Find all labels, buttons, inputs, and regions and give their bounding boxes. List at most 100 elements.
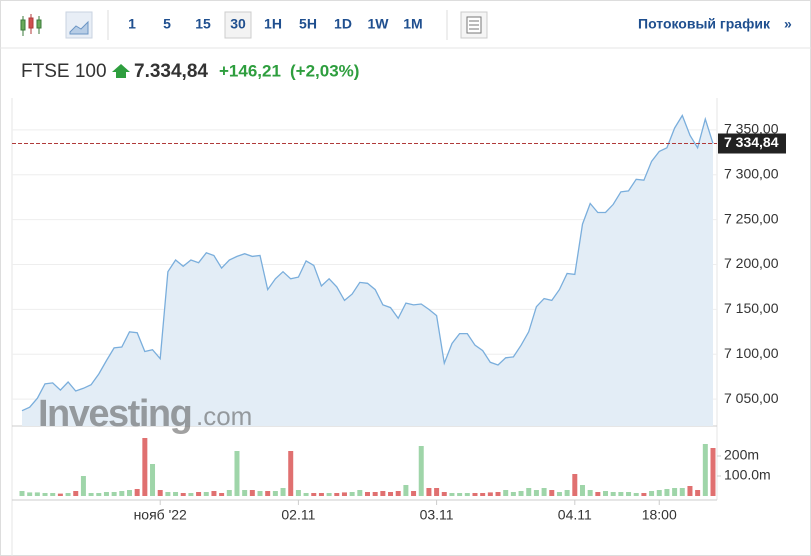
- volume-bar: [579, 485, 585, 496]
- volume-bar: [395, 491, 401, 496]
- interval-button[interactable]: 5H: [299, 16, 317, 32]
- volume-bar: [695, 490, 701, 496]
- interval-button[interactable]: 5: [163, 16, 171, 32]
- volume-bar: [457, 493, 463, 496]
- volume-bar: [150, 464, 156, 496]
- volume-bar: [434, 488, 440, 496]
- volume-bar: [188, 493, 194, 496]
- x-tick-label: 04.11: [558, 507, 592, 523]
- volume-bar: [119, 491, 125, 496]
- volume-tick-label: 100.0m: [724, 467, 771, 483]
- volume-bar: [418, 446, 424, 496]
- last-price-label: 7 334,84: [724, 134, 779, 150]
- y-tick-label: 7 350,00: [724, 121, 779, 137]
- interval-button[interactable]: 1D: [334, 16, 352, 32]
- up-arrow: [112, 64, 130, 78]
- volume-bar: [126, 490, 132, 496]
- volume-bar: [649, 491, 655, 496]
- volume-bar: [710, 448, 716, 496]
- stream-arrow[interactable]: »: [784, 16, 792, 32]
- volume-bar: [626, 492, 632, 496]
- quote-price: 7.334,84: [134, 61, 208, 82]
- volume-bar: [426, 488, 432, 496]
- y-tick-label: 7 250,00: [724, 210, 779, 226]
- volume-bar: [80, 476, 86, 496]
- interval-button[interactable]: 30: [230, 16, 246, 32]
- volume-bar: [656, 490, 662, 496]
- quote-name: FTSE 100: [21, 61, 107, 82]
- watermark-brand: Investing: [38, 393, 191, 435]
- interval-button[interactable]: 1M: [403, 16, 422, 32]
- volume-bar: [96, 493, 102, 496]
- volume-bar: [311, 493, 317, 496]
- volume-bar: [518, 491, 524, 496]
- volume-bar: [441, 492, 447, 496]
- y-tick-label: 7 150,00: [724, 300, 779, 316]
- volume-bar: [249, 490, 255, 496]
- volume-bar: [349, 492, 355, 496]
- x-tick-label: 02.11: [281, 507, 315, 523]
- area-fill: [22, 115, 713, 426]
- volume-bar: [265, 491, 271, 496]
- volume-bar: [180, 493, 186, 496]
- watermark-suffix: .com: [196, 401, 252, 431]
- volume-bar: [334, 493, 340, 496]
- volume-bar: [165, 492, 171, 496]
- volume-bar: [318, 493, 324, 496]
- quote-change: +146,21: [219, 61, 281, 80]
- interval-button[interactable]: 1H: [264, 16, 282, 32]
- candle-icon[interactable]: [20, 14, 42, 36]
- volume-bar: [618, 492, 624, 496]
- interval-button[interactable]: 15: [195, 16, 211, 32]
- volume-bar: [142, 438, 148, 496]
- volume-bar: [272, 491, 278, 496]
- volume-bar: [679, 488, 685, 496]
- volume-bar: [34, 492, 40, 496]
- x-tick-label: 18:00: [642, 507, 677, 523]
- volume-bar: [449, 493, 455, 496]
- volume-bar: [203, 492, 209, 496]
- volume-bar: [510, 492, 516, 496]
- interval-button[interactable]: 1W: [368, 16, 390, 32]
- volume-bar: [50, 493, 56, 496]
- volume-bar: [702, 444, 708, 496]
- interval-button[interactable]: 1: [128, 16, 136, 32]
- volume-bar: [242, 490, 248, 496]
- volume-bar: [42, 493, 48, 496]
- volume-bar: [73, 491, 79, 496]
- volume-bar: [57, 493, 63, 496]
- volume-bar: [572, 474, 578, 496]
- volume-bar: [526, 488, 532, 496]
- volume-bar: [88, 493, 94, 496]
- volume-bar: [226, 490, 232, 496]
- volume-bar: [280, 488, 286, 496]
- volume-bar: [157, 490, 163, 496]
- last-price-box: [718, 133, 786, 154]
- volume-bar: [687, 486, 693, 496]
- volume-bar: [411, 491, 417, 496]
- volume-bar: [303, 493, 309, 496]
- stream-link[interactable]: Потоковый график: [638, 16, 771, 32]
- y-tick-label: 7 100,00: [724, 345, 779, 361]
- volume-bar: [380, 491, 386, 496]
- volume-bar: [564, 490, 570, 496]
- volume-bar: [641, 493, 647, 496]
- volume-bar: [234, 451, 240, 496]
- volume-bar: [388, 492, 394, 496]
- y-tick-label: 7 200,00: [724, 255, 779, 271]
- volume-bar: [365, 492, 370, 496]
- y-tick-label: 7 300,00: [724, 165, 779, 181]
- volume-bar: [173, 492, 179, 496]
- price-line: [21, 114, 714, 412]
- volume-bar: [288, 451, 294, 496]
- x-tick-label: 03.11: [420, 507, 454, 523]
- y-tick-label: 7 050,00: [724, 390, 779, 406]
- volume-bar: [196, 492, 202, 496]
- table-icon[interactable]: [460, 11, 488, 39]
- volume-bar: [480, 493, 486, 496]
- volume-bar: [357, 490, 363, 496]
- volume-bar: [257, 491, 263, 496]
- volume-bar: [472, 493, 478, 496]
